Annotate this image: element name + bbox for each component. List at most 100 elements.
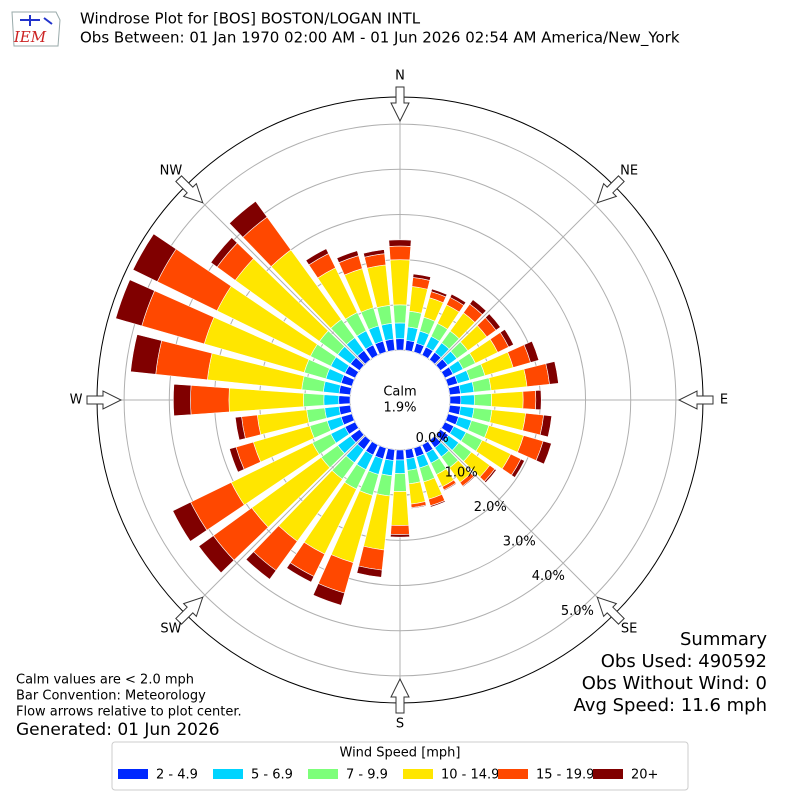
summary: Summary <box>680 629 767 650</box>
bar-segment <box>303 392 325 408</box>
flow-arrow <box>175 596 204 625</box>
direction-label: N <box>395 69 405 84</box>
bar-segment <box>473 393 492 407</box>
flow-arrow-shape <box>175 175 204 204</box>
bar-segment <box>458 381 475 394</box>
bar-segment <box>393 304 407 324</box>
bar-segment <box>491 391 524 409</box>
bar-segment <box>412 273 432 281</box>
generated: Generated: 01 Jun 2026 <box>16 720 220 740</box>
bar-segment <box>404 340 415 352</box>
bar-segment <box>390 491 410 526</box>
bar-segment <box>522 412 544 436</box>
bar-segment <box>407 310 422 330</box>
bar-segment <box>380 322 394 341</box>
bar-segment <box>405 326 419 343</box>
bar-segment <box>376 305 393 326</box>
bar-segment <box>430 288 448 298</box>
r-tick-label: 1.0% <box>445 465 478 480</box>
legend-label: 15 - 19.9 <box>536 768 594 783</box>
bar-segment <box>155 340 213 381</box>
bar-segment <box>210 237 238 268</box>
logo-box <box>8 8 66 50</box>
note: Bar Convention: Meteorology <box>16 689 206 704</box>
bar-segment <box>132 233 177 283</box>
flow-arrow-shape <box>677 390 714 410</box>
bar-segment <box>389 259 411 306</box>
flow-arrow-shape <box>596 596 625 625</box>
bar-segment <box>198 535 235 574</box>
bar-segment <box>449 293 467 306</box>
bar-segment <box>115 279 155 327</box>
bar-segment <box>395 338 405 351</box>
bar-segment <box>358 545 385 571</box>
bar-segment <box>407 468 421 485</box>
bar-segment <box>393 472 407 492</box>
bar-segment <box>363 249 385 258</box>
legend-swatch <box>498 769 528 779</box>
bar-segment <box>394 459 406 474</box>
legend-label: 7 - 9.9 <box>346 768 388 783</box>
bar-segment <box>429 500 446 508</box>
bar-segment <box>323 394 340 406</box>
bar-segment <box>471 377 492 393</box>
flow-arrow <box>390 86 410 123</box>
logo-text: IEM <box>13 28 47 46</box>
bar-segment <box>443 482 457 492</box>
r-tick-label: 5.0% <box>561 604 594 619</box>
flow-arrow <box>677 390 714 410</box>
bar-segment <box>523 363 550 387</box>
r-tick-label: 0.0% <box>416 431 449 446</box>
bar-segment <box>409 286 428 314</box>
legend-swatch <box>118 769 148 779</box>
flow-arrow-shape <box>596 175 625 204</box>
bar-segment <box>405 456 418 471</box>
flow-arrow <box>390 677 410 714</box>
bar-segment <box>130 334 163 375</box>
bar-segment <box>390 533 410 538</box>
bar-segment <box>390 524 410 535</box>
legend-box <box>111 741 689 791</box>
bar-segment <box>173 383 192 417</box>
bar-segment <box>449 395 462 405</box>
legend-label: 10 - 14.9 <box>441 768 499 783</box>
chart-title: Windrose Plot for [BOS] BOSTON/LOGAN INT… <box>80 10 421 28</box>
calm-label: Calm <box>383 385 416 400</box>
bar-segment <box>338 404 352 416</box>
flow-arrow <box>86 390 123 410</box>
legend-label: 2 - 4.9 <box>156 768 198 783</box>
legend-swatch <box>403 769 433 779</box>
note: Calm values are < 2.0 mph <box>16 673 194 688</box>
bar-segment <box>499 328 514 348</box>
bar-segment <box>228 200 268 238</box>
bar-segment <box>410 504 427 509</box>
legend-swatch <box>593 769 623 779</box>
flow-arrow <box>175 175 204 204</box>
spoke <box>185 185 365 365</box>
bar-segment <box>545 361 559 385</box>
calm-value: 1.9% <box>383 401 416 416</box>
bar-segment <box>535 440 552 465</box>
bar-segment <box>535 389 542 411</box>
bar-segment <box>229 446 245 473</box>
bar-segment <box>384 338 396 352</box>
r-tick-label: 3.0% <box>503 535 536 550</box>
flow-arrow <box>596 175 625 204</box>
summary: Obs Used: 490592 <box>601 651 767 672</box>
legend-swatch <box>308 769 338 779</box>
bar-segment <box>462 476 476 488</box>
direction-label: S <box>396 717 404 732</box>
flow-arrow <box>596 596 625 625</box>
bar-segment <box>228 387 305 413</box>
direction-label: E <box>720 393 728 408</box>
bar-segment <box>394 322 406 340</box>
bar-segment <box>338 384 352 396</box>
direction-label: NW <box>160 163 183 178</box>
flow-arrow-shape <box>175 596 204 625</box>
summary: Obs Without Wind: 0 <box>582 673 767 694</box>
bar-segment <box>384 448 396 461</box>
bar-segment <box>408 481 426 505</box>
spoke <box>185 435 365 615</box>
summary: Avg Speed: 11.6 mph <box>574 695 767 716</box>
